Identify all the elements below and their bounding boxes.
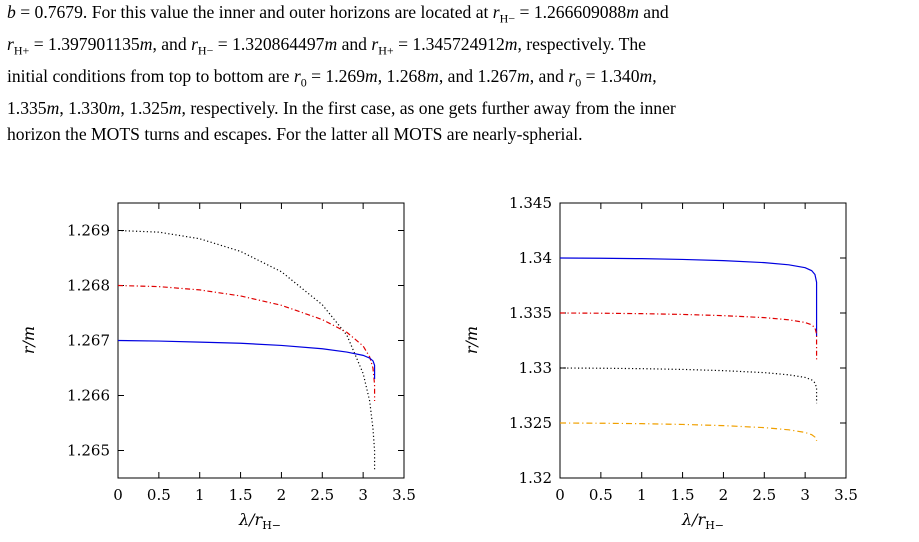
y-tick-label: 1.34 [519,249,552,267]
y-tick-label: 1.345 [509,194,552,212]
y-tick-label: 1.335 [509,304,552,322]
caption-line-1: b = 0.7679. For this value the inner and… [7,2,669,26]
caption-line-3: initial conditions from top to bottom ar… [7,66,657,90]
caption-paragraph: b = 0.7679. For this value the inner and… [7,0,912,148]
x-axis-label: λ/rH− [681,510,724,532]
y-axis-label: r/m [19,326,38,354]
series-line-4 [559,422,818,441]
caption-line-5: horizon the MOTS turns and escapes. For … [7,123,583,144]
caption-line-4: 1.335m, 1.330m, 1.325m, respectively. In… [7,98,676,119]
chart-left: 0 0.5 1 1.5 2 2.5 3 3.5 1.265 1.266 1.267 1.268 1.26… [19,202,416,532]
y-tick-label: 1.268 [67,277,110,295]
plot-frame [117,202,405,479]
series-line-2 [559,312,818,362]
x-tick-label: 1.5 [229,486,253,504]
x-tick-label: 0 [555,486,565,504]
plot-frame [559,202,847,479]
caption-line-2: rH+ = 1.397901135m, and rH− = 1.32086449… [7,34,646,58]
y-axis-label: r/m [462,326,481,354]
x-tick-label: 0 [113,486,123,504]
series-line-1 [117,229,376,470]
series-line-3 [117,339,376,379]
x-tick-label: 2.5 [310,486,334,504]
y-tick-label: 1.269 [67,222,110,240]
x-tick-label: 2.5 [752,486,776,504]
x-tick-label: 1.5 [671,486,695,504]
y-tick-label: 1.266 [67,387,110,405]
x-tick-label: 1 [637,486,647,504]
y-tick-label: 1.325 [509,414,552,432]
chart-right: 0 0.5 1 1.5 2 2.5 3 3.5 1.32 1.325 1.33 1.335 1.34 1.… [462,194,858,532]
series-line-1 [559,257,818,337]
y-tick-label: 1.267 [67,332,110,350]
series-line-3 [559,367,818,404]
x-axis-label: λ/rH− [238,510,281,532]
x-tick-label: 2 [719,486,729,504]
y-tick-label: 1.32 [519,469,552,487]
x-tick-label: 3 [800,486,810,504]
series-line-2 [117,284,376,401]
x-tick-label: 3.5 [834,486,858,504]
x-tick-label: 3.5 [392,486,416,504]
x-tick-label: 2 [277,486,287,504]
x-tick-label: 3 [358,486,368,504]
x-tick-label: 0.5 [589,486,613,504]
y-tick-label: 1.33 [519,359,552,377]
x-tick-label: 0.5 [147,486,171,504]
y-tick-label: 1.265 [67,442,110,460]
x-tick-label: 1 [195,486,205,504]
